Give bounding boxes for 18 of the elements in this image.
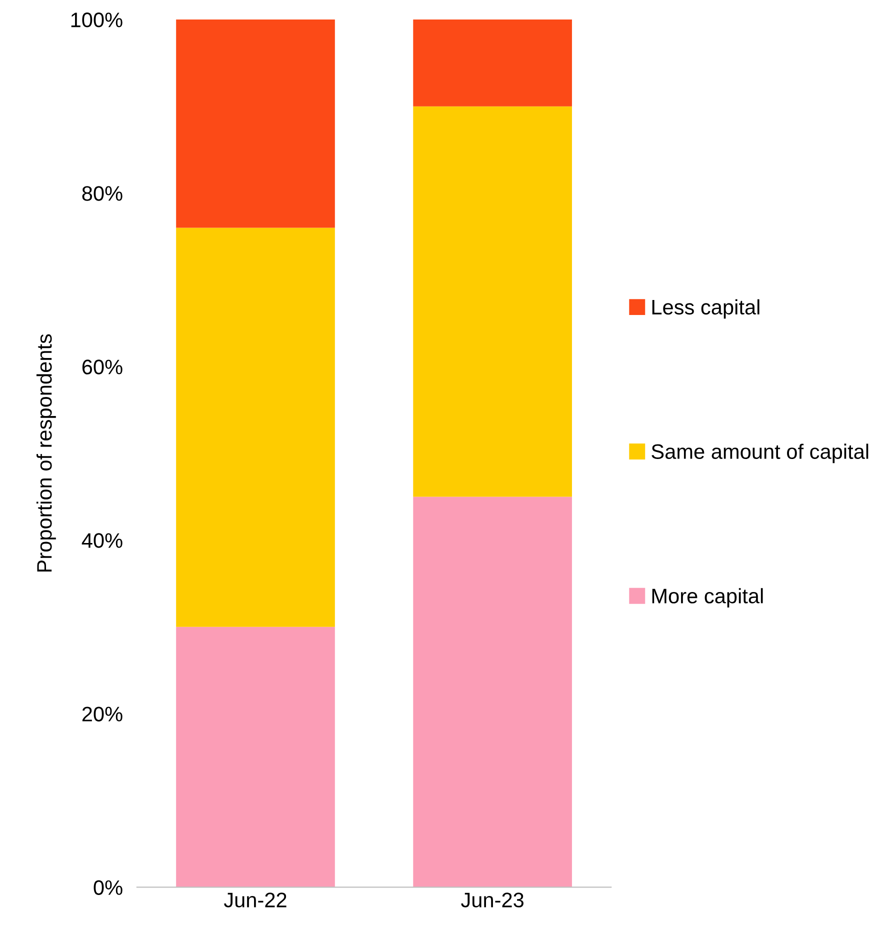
bar (413, 496, 572, 888)
y-axis-title: Proportion of respondents (36, 334, 56, 572)
y-tick-label: 20% (82, 706, 122, 722)
bar (413, 20, 572, 106)
y-tick-label: 80% (82, 186, 122, 201)
y-tick-label: 60% (82, 360, 122, 374)
legend-label: Same amount of capital (652, 444, 868, 464)
bar (413, 106, 572, 497)
legend-label: More capital (652, 588, 763, 608)
y-tick-label: 100% (71, 12, 122, 28)
y-tick-label: 0% (94, 880, 122, 895)
x-tick-label: Jun-22 (224, 892, 286, 908)
x-tick-label: Jun-23 (461, 892, 524, 908)
y-tick-label: 40% (82, 533, 122, 548)
bar (176, 228, 335, 627)
bar (176, 20, 335, 228)
bar (176, 626, 335, 888)
legend-label: Less capital (652, 299, 760, 319)
